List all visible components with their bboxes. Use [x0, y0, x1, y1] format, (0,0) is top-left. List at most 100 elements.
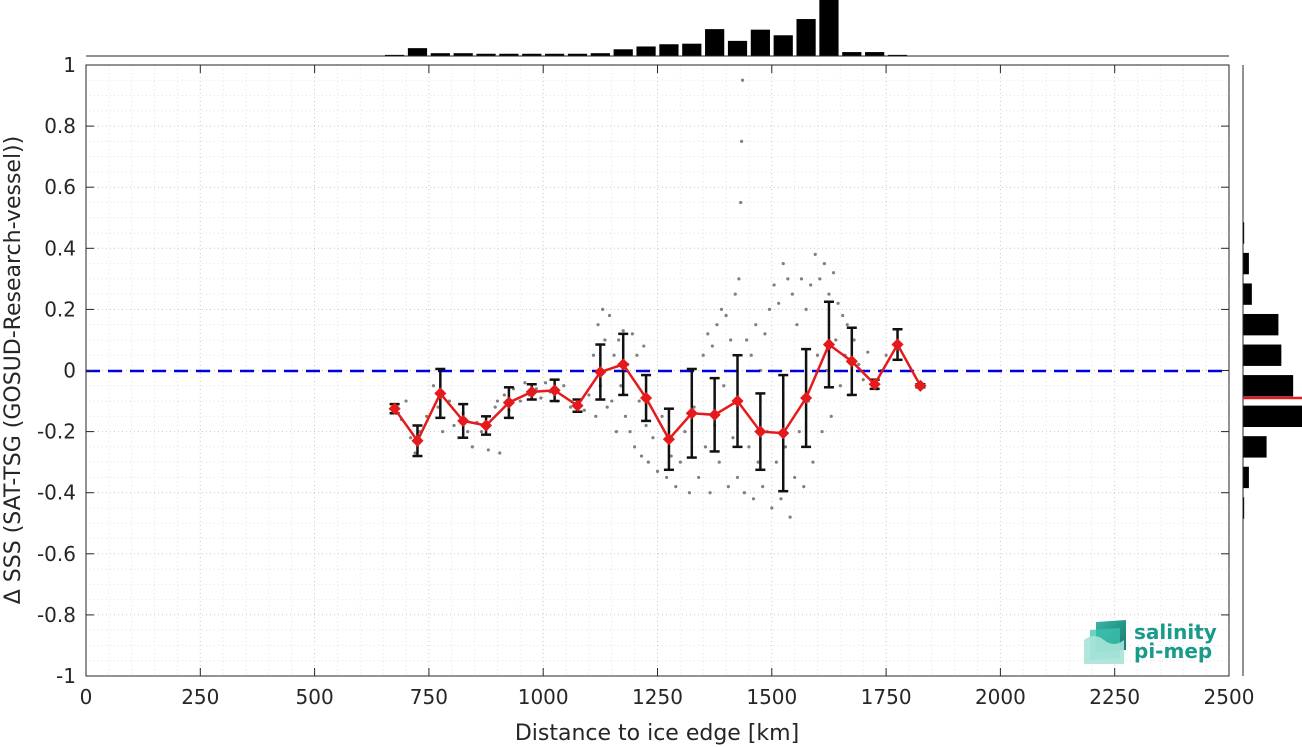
scatter-point	[861, 378, 865, 382]
scatter-point	[605, 405, 609, 409]
scatter-point	[436, 405, 440, 409]
top-histogram-bar	[682, 43, 702, 56]
scatter-point	[827, 292, 831, 296]
scatter-point	[742, 491, 746, 495]
scatter-point	[630, 332, 634, 336]
scatter-point	[646, 460, 650, 464]
scatter-point	[786, 277, 790, 281]
scatter-point	[639, 454, 644, 458]
scatter-point	[715, 323, 719, 327]
mean-marker	[822, 338, 836, 351]
top-histogram-bar	[476, 53, 496, 56]
scatter-point	[644, 423, 648, 428]
scatter-point	[710, 344, 714, 348]
mean-marker	[800, 391, 813, 405]
scatter-point	[543, 381, 548, 385]
scatter-point	[633, 445, 637, 449]
scatter-point	[717, 460, 721, 464]
y-tick-label: 1	[63, 53, 76, 77]
mean-marker	[594, 365, 607, 379]
scatter-point	[793, 475, 797, 480]
scatter-point	[829, 414, 833, 418]
scatter-point	[539, 396, 543, 400]
scatter-point	[799, 277, 804, 281]
scatter-point	[820, 430, 824, 434]
scatter-point	[466, 430, 470, 434]
right-histogram-bar	[1243, 313, 1279, 336]
scatter-point	[777, 301, 781, 305]
logo-mark	[1084, 620, 1126, 664]
scatter-point	[687, 491, 692, 495]
mean-marker	[754, 425, 767, 438]
top-histogram-bar	[887, 54, 908, 56]
right-histogram-bar	[1243, 283, 1252, 305]
scatter-point	[733, 292, 737, 296]
mean-marker	[640, 391, 653, 405]
salinity-pi-mep-logo: salinity pi-mep	[1084, 620, 1217, 664]
mean-marker	[685, 407, 698, 420]
mean-marker	[548, 384, 561, 397]
top-histogram-bar	[499, 53, 519, 56]
scatter-point	[621, 329, 625, 333]
x-tick-label: 1000	[518, 685, 569, 709]
scatter-point	[813, 252, 817, 257]
scatter-point	[413, 451, 417, 455]
scatter-point	[719, 307, 724, 311]
mean-marker	[411, 434, 424, 447]
scatter-point	[804, 307, 808, 311]
x-tick-label: 1250	[632, 685, 683, 709]
mean-marker	[457, 414, 470, 427]
right-histogram-bar	[1243, 344, 1282, 366]
scatter-point	[740, 78, 745, 82]
x-tick-label: 2250	[1089, 685, 1140, 709]
right-histogram-bar	[1243, 222, 1245, 244]
y-tick-label: 0.8	[44, 114, 76, 138]
scatter-point	[628, 430, 632, 434]
scatter-point	[594, 414, 598, 418]
scatter-point	[614, 430, 618, 434]
top-histogram-bar	[659, 44, 679, 56]
scatter-point	[745, 338, 749, 342]
mean-marker	[868, 378, 881, 391]
scatter-point	[470, 445, 474, 449]
x-tick-label: 2500	[1204, 685, 1255, 709]
scatter-point	[841, 313, 845, 318]
scatter-point	[665, 475, 669, 480]
top-histogram-bar	[567, 53, 588, 56]
scatter-point	[562, 384, 566, 388]
scatter-point	[431, 384, 436, 388]
scatter-point	[834, 338, 838, 342]
scatter-point	[802, 484, 806, 489]
scatter-point	[409, 436, 413, 440]
x-ticks: 0 250 500 750 1000 1250 1500 1750 2000 2250 2500	[80, 65, 1255, 709]
scatter-point	[739, 200, 743, 205]
top-histogram-bar	[522, 53, 542, 56]
scatter-point	[754, 323, 758, 327]
scatter-point	[722, 384, 726, 388]
scatter-point	[726, 484, 730, 489]
y-tick-label: -0.2	[37, 420, 76, 444]
scatter-point	[818, 277, 822, 281]
scatter-point	[587, 393, 591, 397]
scatter-point	[788, 515, 792, 519]
top-histogram-bar	[819, 0, 839, 56]
scatter-point	[617, 338, 621, 342]
right-histogram-bar	[1243, 252, 1249, 275]
mean-marker	[708, 408, 721, 421]
scatter-point	[596, 323, 600, 327]
scatter-point	[815, 353, 820, 357]
x-tick-label: 0	[80, 685, 93, 709]
scatter-point	[523, 381, 527, 385]
y-tick-label: 0	[63, 359, 76, 383]
scatter-point	[797, 430, 801, 434]
y-tick-label: 0.6	[44, 175, 76, 199]
scatter-point	[425, 414, 429, 418]
scatter-point	[607, 313, 612, 318]
binned-mean-markers	[388, 338, 927, 447]
scatter-point	[749, 353, 753, 357]
scatter-point	[610, 399, 614, 403]
scatter-point	[660, 414, 664, 418]
x-axis-title: Distance to ice edge [km]	[515, 721, 799, 746]
scatter-point	[708, 491, 712, 495]
